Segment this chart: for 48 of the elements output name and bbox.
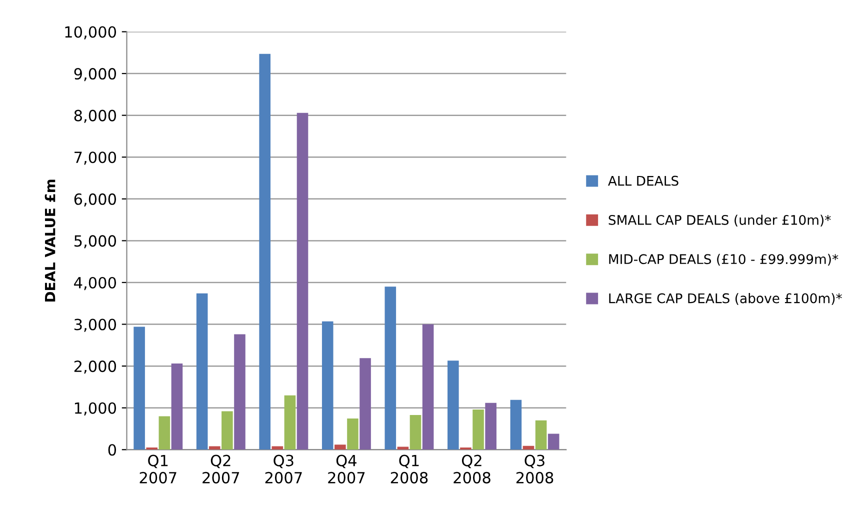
- bar: [397, 446, 409, 450]
- bar: [259, 54, 270, 450]
- y-tick-label: 9,000: [74, 68, 116, 82]
- legend-label: LARGE CAP DEALS (above £100m)*: [609, 293, 842, 305]
- bar: [296, 112, 308, 450]
- y-tick-label: 7,000: [74, 152, 116, 165]
- x-tick-label: Q3 2008: [516, 454, 554, 484]
- y-tick-label: 0: [108, 444, 116, 456]
- x-tick-label: Q2 2007: [202, 454, 240, 484]
- y-tick-label: 10,000: [65, 26, 116, 40]
- bar: [485, 402, 496, 450]
- bar: [510, 400, 522, 450]
- x-tick-label: Q4 2007: [328, 454, 365, 484]
- bar: [410, 414, 422, 450]
- bar: [347, 418, 358, 450]
- bar: [171, 364, 183, 450]
- bar: [384, 286, 396, 450]
- y-tick-label: 4,000: [74, 276, 116, 290]
- y-tick-label: 8,000: [74, 110, 116, 123]
- bar: [522, 446, 534, 450]
- bar: [334, 444, 346, 450]
- bar: [360, 358, 371, 450]
- y-tick-label: 1,000: [74, 402, 116, 416]
- x-tick-label: Q3 2007: [265, 454, 302, 484]
- legend-label: ALL DEALS: [608, 176, 678, 186]
- y-axis-title: DEAL VALUE £m: [44, 180, 56, 302]
- y-tick-label: 5,000: [74, 235, 116, 248]
- y-tick-label: 2,000: [74, 360, 116, 374]
- bar: [196, 293, 208, 450]
- bar: [472, 410, 484, 450]
- bar: [234, 334, 246, 450]
- y-tick-label: 6,000: [74, 193, 116, 206]
- bar: [422, 324, 434, 450]
- bar: [158, 416, 170, 450]
- bar: [535, 420, 547, 450]
- bar: [208, 446, 220, 450]
- bar: [322, 321, 334, 450]
- bar: [448, 360, 459, 450]
- x-tick-label: Q1 2007: [140, 454, 176, 484]
- bar: [134, 326, 145, 450]
- x-tick-label: Q2 2008: [454, 454, 490, 484]
- legend-label: SMALL CAP DEALS (under £10m)*: [608, 214, 831, 226]
- bar: [222, 411, 233, 450]
- bar: [284, 395, 296, 450]
- x-tick-label: Q1 2008: [390, 454, 428, 484]
- bar: [548, 434, 560, 450]
- y-tick-label: 3,000: [74, 318, 116, 332]
- legend-label: MID-CAP DEALS (£10 - £99.999m)*: [609, 254, 838, 266]
